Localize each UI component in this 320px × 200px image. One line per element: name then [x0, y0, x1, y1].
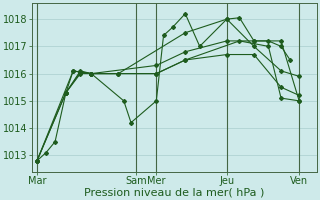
X-axis label: Pression niveau de la mer( hPa ): Pression niveau de la mer( hPa ) — [84, 187, 265, 197]
